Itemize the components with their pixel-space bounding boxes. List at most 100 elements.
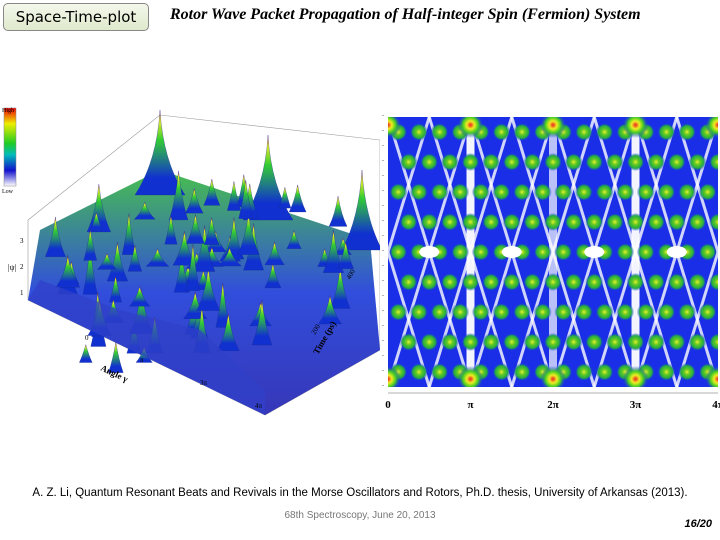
density-blob [409,303,428,321]
density-blob [616,303,635,321]
surface-peak [341,169,380,251]
density-blob [647,153,666,171]
density-blob [502,273,521,291]
density-blob [492,123,511,141]
density-blob [678,123,697,141]
density-blob [626,333,645,351]
density-blob [502,213,521,231]
surface-peak [251,299,273,346]
density-blob [492,183,511,201]
density-blob [492,363,511,381]
density-blob [574,303,593,321]
density-blob [616,183,635,201]
revival-peak [622,117,649,138]
surface-peak [106,242,129,282]
citation: A. Z. Li, Quantum Resonant Beats and Rev… [32,487,688,499]
density-blob [533,243,552,261]
density-blob [554,243,573,261]
z-tick-label: 3 [20,237,24,245]
density-blob [585,333,604,351]
page-number: 16/20 [684,518,712,530]
revival-peak [540,117,566,138]
revival-peak [705,366,718,387]
density-blob [647,213,666,231]
density-blob [461,213,480,231]
surface-peak [238,179,253,219]
surface-peak [86,184,111,233]
surface-peak [227,181,241,211]
white-node [584,246,605,258]
density-blob [523,213,542,231]
density-blob [482,153,501,171]
density-blob [647,273,666,291]
density-blob [544,333,562,351]
surface-peak [288,184,307,213]
density-blob [513,123,532,141]
density-blob [595,363,614,381]
surface-peak [145,248,170,267]
density-blob [451,183,470,201]
density-blob [585,153,604,171]
density-blob [678,363,697,381]
density-blob [688,273,707,291]
density-blob [657,363,676,381]
surface-peak [183,291,208,319]
density-blob [492,303,511,321]
density-blob [688,153,707,171]
density-blob [698,303,717,321]
z-tick-label: 1 [20,289,24,297]
density-blob [698,183,717,201]
x-tick-label: 0 [85,334,89,342]
density-blob [451,243,470,261]
density-blob [605,153,624,171]
density-blob [667,153,686,171]
density-blob [389,183,408,201]
density-blob [709,213,718,231]
density-blob [574,183,593,201]
surface-peak [186,214,205,244]
density-blob [420,153,439,171]
surface-peak [217,247,242,267]
density-blob [647,333,666,351]
surface-peak [204,217,220,245]
white-node [666,246,687,258]
density-blob [667,273,686,291]
surface-peak [337,241,354,269]
density-blob [471,303,490,321]
density-blob [533,183,552,201]
density-blob [440,333,459,351]
density-blob [626,153,645,171]
density-blob [626,213,645,231]
density-blob [533,303,552,321]
density-blob [564,273,583,291]
surface-peak [89,212,103,231]
x-tick-label: 4π [255,402,263,410]
surface-peak [186,244,200,291]
density-blob [626,273,645,291]
density-blob [574,363,593,381]
density-blob [399,273,418,291]
density-blob [698,243,717,261]
density-blob [409,123,428,141]
surface-peak [203,178,221,206]
density-blob [636,243,655,261]
density-blob [430,123,449,141]
revival-peak [388,117,401,138]
density-blob [595,183,614,201]
density-blob [430,183,449,201]
density-blob [688,333,707,351]
density-blob [471,183,490,201]
density-blob [636,183,655,201]
density-blob [585,273,604,291]
surface-peak [278,187,292,209]
revival-peak [540,366,566,387]
density-blob [482,273,501,291]
density-blob [461,273,480,291]
x-tick-label: 3π [630,399,642,411]
density-blob [523,333,542,351]
x-tick-label: 4π [712,399,720,411]
surface-peak [79,344,93,363]
density-blob [657,303,676,321]
surface-peak [129,286,151,307]
revival-peak [457,117,484,138]
